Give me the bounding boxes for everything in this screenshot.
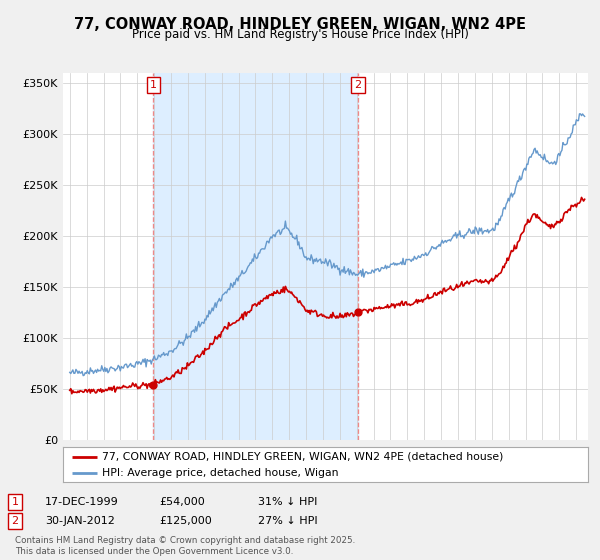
Text: 30-JAN-2012: 30-JAN-2012 bbox=[45, 516, 115, 526]
Text: 17-DEC-1999: 17-DEC-1999 bbox=[45, 497, 119, 507]
Text: 77, CONWAY ROAD, HINDLEY GREEN, WIGAN, WN2 4PE: 77, CONWAY ROAD, HINDLEY GREEN, WIGAN, W… bbox=[74, 17, 526, 32]
Text: HPI: Average price, detached house, Wigan: HPI: Average price, detached house, Wiga… bbox=[103, 468, 339, 478]
Bar bbox=[154, 73, 358, 440]
Text: Price paid vs. HM Land Registry's House Price Index (HPI): Price paid vs. HM Land Registry's House … bbox=[131, 28, 469, 41]
Text: 2: 2 bbox=[11, 516, 19, 526]
Text: 77, CONWAY ROAD, HINDLEY GREEN, WIGAN, WN2 4PE (detached house): 77, CONWAY ROAD, HINDLEY GREEN, WIGAN, W… bbox=[103, 451, 504, 461]
Text: £125,000: £125,000 bbox=[159, 516, 212, 526]
Text: 27% ↓ HPI: 27% ↓ HPI bbox=[258, 516, 317, 526]
Text: 1: 1 bbox=[11, 497, 19, 507]
Text: 31% ↓ HPI: 31% ↓ HPI bbox=[258, 497, 317, 507]
Text: 2: 2 bbox=[355, 80, 362, 90]
Text: £54,000: £54,000 bbox=[159, 497, 205, 507]
Text: Contains HM Land Registry data © Crown copyright and database right 2025.
This d: Contains HM Land Registry data © Crown c… bbox=[15, 536, 355, 556]
Text: 1: 1 bbox=[150, 80, 157, 90]
